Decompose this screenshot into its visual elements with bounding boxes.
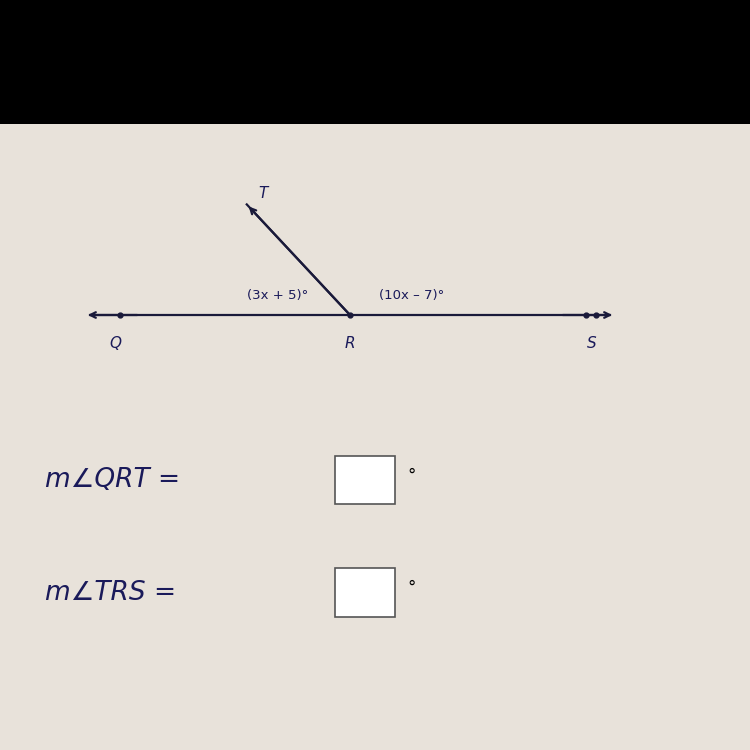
Text: Q: Q: [109, 336, 121, 351]
Text: °: °: [407, 466, 416, 484]
Text: (10x – 7)°: (10x – 7)°: [380, 289, 445, 302]
FancyBboxPatch shape: [335, 456, 395, 504]
Text: m∠QRT =: m∠QRT =: [45, 467, 188, 493]
Text: S: S: [587, 336, 597, 351]
FancyBboxPatch shape: [335, 568, 395, 616]
Text: m∠TRS =: m∠TRS =: [45, 580, 184, 605]
Text: R: R: [345, 336, 355, 351]
Text: (3x + 5)°: (3x + 5)°: [248, 289, 309, 302]
Text: Find the measure of each angle.: Find the measure of each angle.: [45, 49, 425, 69]
Text: °: °: [407, 579, 416, 597]
Text: T: T: [259, 186, 268, 201]
